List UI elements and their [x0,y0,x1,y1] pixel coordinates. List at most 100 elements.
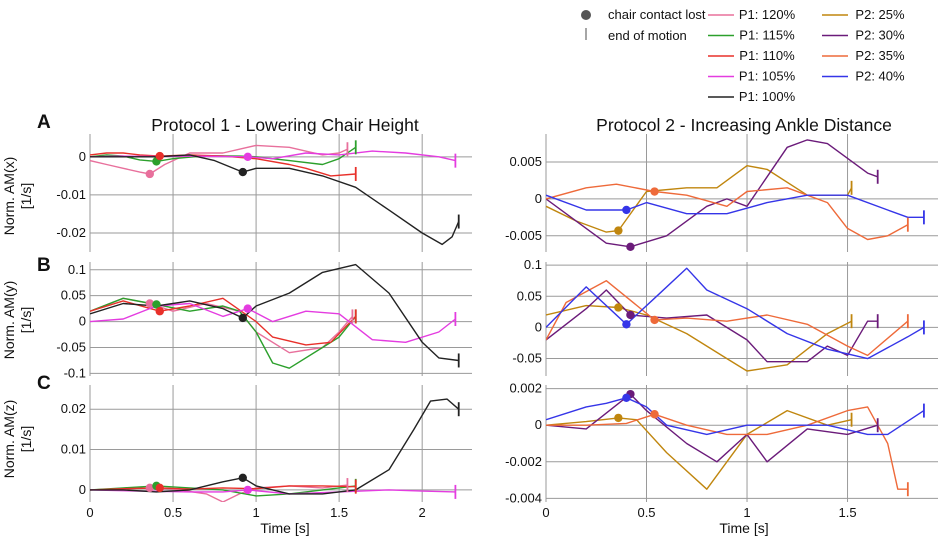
contact-dot-p2-25 [614,303,623,312]
legend: chair contact lost end of motion P1: 120… [581,7,905,104]
protocol2-panel-2-ytick-0: 0.1 [524,257,542,272]
protocol2-panel-1-ytick-1: 0 [535,191,542,206]
protocol1-panel-2-ytick-4: -0.1 [64,365,86,380]
protocol2-panel-1-ytick-0: 0.005 [509,154,542,169]
legend-contact-dot-icon [581,10,591,20]
protocol2-xtick-2: 1 [743,505,750,520]
protocol2-xlabel: Time [s] [719,520,768,536]
ylabel-x-group: Norm. AM(x) [1/s] [1,157,34,236]
protocol2-xtick-1: 0.5 [637,505,655,520]
legend-label-p1-105: P1: 105% [739,69,796,84]
protocol1-xtick-0: 0 [86,505,93,520]
protocol1-panel-1: 0 -0.01 -0.02 [56,134,472,252]
legend-label-p2-35: P2: 35% [855,48,905,63]
protocol1-title: Protocol 1 - Lowering Chair Height [151,115,419,135]
protocol2-panel-2-ytick-2: 0 [535,319,542,334]
contact-dot-p2-25 [614,226,623,235]
series-line-p2-30 [546,289,878,363]
protocol2-title: Protocol 2 - Increasing Ankle Distance [596,115,892,135]
series-line-p2-30 [546,139,878,248]
ylabel-y: Norm. AM(y) [1,281,17,360]
legend-label-p2-40: P2: 40% [855,69,905,84]
contact-dot-p2-25 [614,413,623,423]
protocol1-xlabel: Time [s] [260,520,309,536]
ylabel-z-unit: [1/s] [18,426,34,452]
protocol1-panel-1-ytick-0: 0 [79,149,86,164]
series-line-p1-100 [90,263,459,362]
contact-dot-p1-120 [145,299,154,308]
ylabel-z-group: Norm. AM(z) [1/s] [1,400,34,479]
series-line-p1-110 [90,297,357,346]
series-line-p2-35 [546,406,908,490]
contact-dot-p2-40 [622,320,631,329]
series-line-p2-40 [546,194,924,219]
series-line-p1-115 [90,485,356,497]
contact-dot-p1-100 [238,313,247,323]
legend-contact-label: chair contact lost [608,7,706,22]
contact-dot-p1-110 [155,151,164,161]
contact-dot-p1-100 [238,473,247,482]
legend-label-p1-110: P1: 110% [739,48,795,63]
contact-dot-p2-40 [622,393,631,402]
protocol1-panel-2-ytick-0: 0.1 [68,262,86,277]
protocol1-chart: 0 0.5 1 1.5 2 0 -0.01 -0.02 0.1 0.05 0 -0.05 -0.1 0.0… [56,134,472,520]
legend-label-p1-120: P1: 120% [739,7,796,22]
contact-dot-p2-35 [650,187,659,196]
contact-dot-p1-110 [155,483,164,493]
contact-dot-p1-105 [243,304,252,313]
protocol1-xtick-3: 1.5 [330,505,348,520]
series-line-p2-40 [546,267,925,360]
series-line-p1-100 [90,398,460,495]
series-line-p2-30 [546,393,878,463]
contact-dot-p1-105 [243,152,252,162]
protocol1-panel-2-ytick-2: 0 [79,314,86,329]
protocol1-panel-2: 0.1 0.05 0 -0.05 -0.1 [56,262,472,380]
panel-letter-c: C [37,373,51,394]
protocol1-panel-3-ytick-1: 0.01 [61,442,86,457]
protocol2-panel-1-ytick-2: -0.005 [505,228,542,243]
contact-dot-p2-35 [650,410,659,419]
series-line-p1-110 [90,485,356,491]
protocol1-panel-1-ytick-1: -0.01 [56,187,86,202]
ylabel-y-group: Norm. AM(y) [1/s] [1,281,34,360]
contact-dot-p1-120 [145,483,154,493]
ylabel-z: Norm. AM(z) [1,400,17,479]
protocol2-panel-1: 0.005 0 -0.005 [505,134,938,252]
protocol2-panel-2-ytick-1: 0.05 [517,288,542,303]
protocol1-panel-1-ytick-2: -0.02 [56,225,86,240]
legend-label-p2-25: P2: 25% [855,7,905,22]
legend-series: P1: 120% P1: 115% P1: 110% P1: 105% P1: 100%… [708,7,905,104]
series-line-p1-100 [90,154,460,246]
legend-label-p1-100: P1: 100% [739,89,796,104]
protocol1-xtick-1: 0.5 [164,505,182,520]
protocol2-panel-3-ytick-0: 0.002 [509,381,542,396]
protocol1-panel-2-ytick-1: 0.05 [61,288,86,303]
ylabel-x-unit: [1/s] [18,183,34,209]
protocol2-panel-2-ytick-3: -0.05 [512,351,542,366]
ylabel-x: Norm. AM(x) [1,157,17,236]
plots: 0 0.5 1 1.5 2 0 -0.01 -0.02 0.1 0.05 0 -0.05 -0.1 0.0… [56,134,938,520]
series-line-p2-25 [546,304,852,372]
contact-dot-p1-115 [152,300,161,309]
protocol1-panel-3-ytick-2: 0 [79,482,86,497]
protocol1-xtick-4: 2 [419,505,426,520]
protocol2-xtick-0: 0 [542,505,549,520]
ylabel-y-unit: [1/s] [18,307,34,333]
contact-dot-p2-40 [622,205,631,215]
contact-dot-p2-35 [650,315,659,325]
protocol2-xtick-3: 1.5 [838,505,856,520]
protocol2-panel-3-ytick-2: -0.002 [505,454,542,469]
contact-dot-p1-100 [238,167,247,177]
legend-label-p1-115: P1: 115% [739,28,795,43]
contact-dot-p1-120 [145,169,154,179]
protocol2-chart: 0 0.5 1 1.50.0050-0.0050.10.050-0.050.0020-… [505,134,938,520]
series-line-p2-35 [546,183,909,241]
series-line-p2-40 [546,397,925,436]
series-line-p2-35 [546,280,909,357]
protocol2-panel-3-ytick-3: -0.004 [505,490,542,505]
protocol1-xtick-2: 1 [252,505,259,520]
series-line-p1-110 [90,152,356,177]
contact-dot-p1-110 [155,307,164,316]
